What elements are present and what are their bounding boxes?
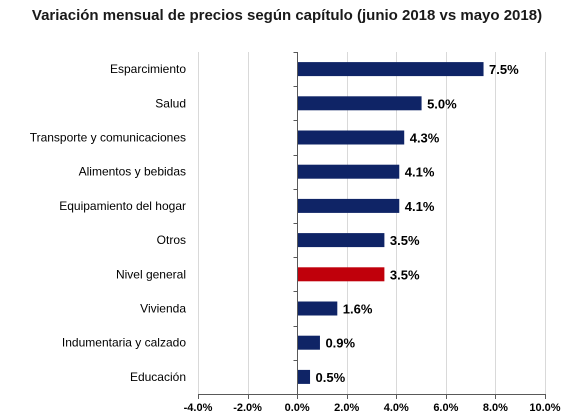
value-label-7: 1.6% [343, 302, 373, 317]
x-tick-label-6: 8.0% [483, 402, 508, 414]
value-label-0: 7.5% [489, 62, 519, 77]
value-label-2: 4.3% [410, 131, 440, 146]
category-label-9: Educación [130, 370, 186, 384]
x-tick-label-0: -4.0% [184, 402, 213, 414]
category-label-4: Equipamiento del hogar [59, 199, 186, 213]
category-label-8: Indumentaria y calzado [62, 336, 186, 350]
value-label-8: 0.9% [325, 336, 355, 351]
value-label-1: 5.0% [427, 96, 457, 111]
x-tick-label-3: 2.0% [334, 402, 359, 414]
bar-9 [297, 369, 311, 384]
bar-0 [297, 62, 484, 77]
value-label-3: 4.1% [405, 165, 435, 180]
category-label-2: Transporte y comunicaciones [30, 131, 186, 145]
chart-title: Variación mensual de precios según capít… [31, 7, 543, 24]
x-tick-label-5: 6.0% [433, 402, 458, 414]
bars-layer [297, 62, 484, 384]
bar-6 [297, 267, 385, 282]
category-label-1: Salud [155, 96, 186, 110]
labels-layer: Esparcimiento 7.5% Salud 5.0% Transporte y c… [30, 62, 519, 385]
bar-7 [297, 301, 338, 316]
value-label-5: 3.5% [390, 233, 420, 248]
axis-layer: -4.0% -2.0% 0.0% 2.0% 4.0% 6.0% 8.0% 10.0% [184, 52, 561, 414]
value-label-9: 0.5% [316, 370, 346, 385]
bar-4 [297, 198, 400, 213]
category-label-3: Alimentos y bebidas [79, 165, 186, 179]
category-label-5: Otros [157, 233, 186, 247]
x-tick-label-1: -2.0% [233, 402, 262, 414]
value-label-6: 3.5% [390, 267, 420, 282]
category-label-6: Nivel general [116, 267, 186, 281]
bar-1 [297, 96, 422, 111]
category-label-7: Vivienda [140, 302, 186, 316]
bar-8 [297, 335, 320, 350]
category-label-0: Esparcimiento [110, 62, 186, 76]
bar-5 [297, 233, 385, 248]
x-tick-label-2: 0.0% [285, 402, 310, 414]
value-label-4: 4.1% [405, 199, 435, 214]
bar-3 [297, 164, 400, 179]
bar-2 [297, 130, 405, 145]
x-tick-label-4: 4.0% [384, 402, 409, 414]
x-tick-label-7: 10.0% [529, 402, 560, 414]
